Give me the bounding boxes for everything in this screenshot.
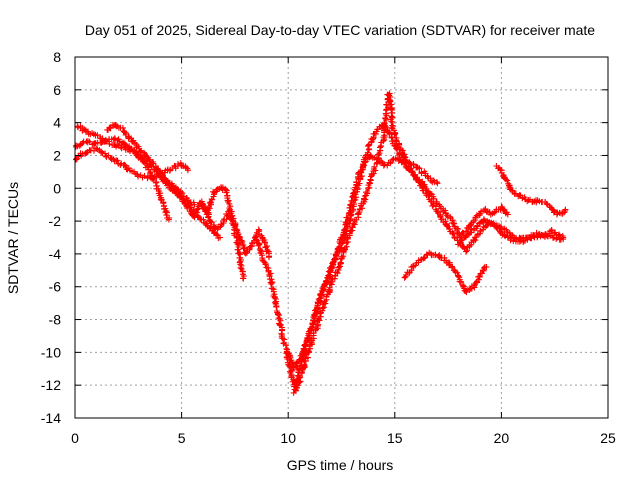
series-track-12 [455, 216, 567, 248]
x-tick-label: 10 [280, 430, 296, 446]
y-tick-label: -10 [41, 344, 61, 360]
series-track-6 [198, 200, 273, 261]
y-tick-label: 0 [53, 180, 61, 196]
series-markers [401, 249, 490, 296]
series-track-10 [401, 249, 490, 296]
y-tick-label: -14 [41, 410, 61, 426]
series-markers [493, 163, 569, 218]
y-tick-label: -6 [49, 279, 62, 295]
x-tick-label: 15 [387, 430, 403, 446]
chart-title: Day 051 of 2025, Sidereal Day-to-day VTE… [85, 22, 595, 38]
data-series-group [72, 90, 569, 396]
y-axis-label: SDTVAR / TECUs [5, 182, 21, 294]
y-tick-label: -8 [49, 312, 62, 328]
series-markers [290, 90, 441, 396]
plot-frame [74, 56, 609, 419]
series-markers [198, 200, 273, 261]
x-tick-label: 20 [494, 430, 510, 446]
series-markers [73, 145, 191, 182]
series-track-3 [73, 145, 191, 182]
x-tick-label: 25 [600, 430, 616, 446]
x-tick-label: 0 [71, 430, 79, 446]
series-track-11 [493, 163, 569, 218]
y-tick-label: 8 [53, 49, 61, 65]
y-tick-label: 2 [53, 147, 61, 163]
series-markers [455, 216, 567, 248]
axis-ticks: 0 5 10 15 20 25 -14 -12 -10 -8 -6 -4 -2 0 2 4 6 8 [41, 49, 616, 446]
y-tick-label: -4 [49, 246, 62, 262]
x-axis-label: GPS time / hours [287, 457, 394, 473]
series-track-9 [290, 90, 441, 396]
y-tick-label: -2 [49, 213, 62, 229]
y-tick-label: -12 [41, 377, 61, 393]
y-tick-label: 4 [53, 115, 61, 131]
x-tick-label: 5 [178, 430, 186, 446]
y-tick-label: 6 [53, 82, 61, 98]
